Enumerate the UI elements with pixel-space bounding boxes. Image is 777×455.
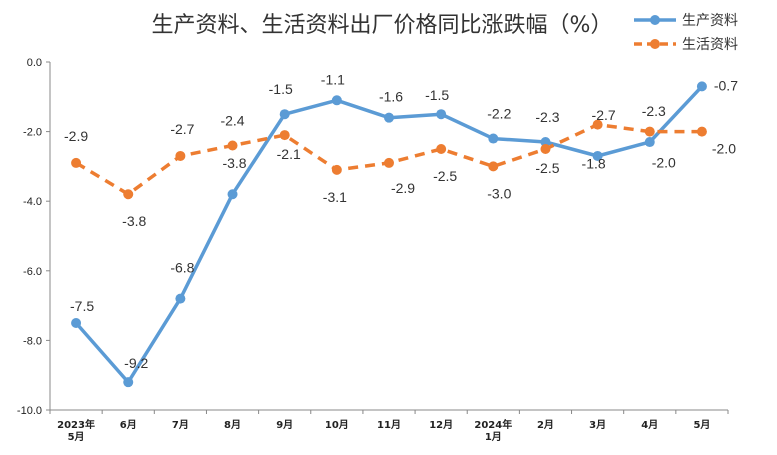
series-2-point — [123, 189, 134, 200]
x-tick-label: 5月 — [693, 419, 710, 431]
series-2-data-label: -2.1 — [277, 146, 301, 162]
y-tick-label: 0.0 — [27, 57, 42, 69]
x-tick-label: 2023年 5月 — [57, 418, 95, 443]
series-2-data-label: -2.5 — [535, 160, 559, 176]
series-1-data-label: -1.5 — [425, 87, 449, 103]
series-2-point — [696, 126, 707, 137]
series-1-data-label: -1.1 — [321, 71, 345, 87]
x-tick-label: 8月 — [224, 419, 241, 431]
x-tick-label: 10月 — [325, 419, 349, 431]
series-1-point — [331, 95, 342, 106]
series-1-data-label: -1.5 — [269, 81, 293, 97]
y-tick-label: -2.0 — [23, 127, 42, 139]
series-1-data-label: -7.5 — [70, 298, 94, 314]
y-tick-label: -4.0 — [23, 196, 42, 208]
series-1-point — [696, 81, 707, 92]
legend-marker-1 — [650, 15, 660, 25]
x-tick-label: 12月 — [429, 419, 453, 431]
series-2-point — [331, 164, 342, 175]
series-1-data-label: -2.2 — [487, 106, 511, 122]
series-1-point — [71, 318, 82, 328]
x-tick-label: 2024年 1月 — [474, 418, 512, 443]
series-2-point — [71, 157, 82, 168]
series-1-point — [436, 109, 447, 120]
series-1-data-label: -2.3 — [535, 109, 559, 125]
series-2-data-label: -2.0 — [712, 141, 736, 157]
series-1-point — [227, 189, 238, 200]
series-1-point — [123, 377, 134, 388]
legend-marker-2 — [650, 39, 660, 49]
series-2-data-label: -3.0 — [487, 185, 511, 201]
series-1-data-label: -2.7 — [592, 107, 616, 123]
series-2-point — [488, 161, 499, 172]
series-1-data-label: -2.3 — [642, 103, 666, 119]
series-1-point — [592, 150, 603, 161]
series-1-data-label: -0.7 — [714, 77, 738, 93]
series-1-point — [540, 137, 551, 148]
series-2-data-label: -2.4 — [220, 113, 244, 129]
series-2-point — [227, 140, 238, 151]
x-tick-label: 9月 — [276, 419, 293, 431]
data-label-layer: -7.5 -9.2 -6.8 -3.8 -1.5 -1.1 -1.6 -1.5 -2.2 -2.3… — [64, 71, 738, 371]
series-2-data-label: -2.0 — [652, 155, 676, 171]
x-tick-label: 3月 — [589, 419, 606, 431]
series-2-data-label: -2.5 — [433, 168, 457, 184]
series-1-point — [384, 112, 394, 123]
series-2-point — [540, 144, 551, 154]
y-tick-label: -6.0 — [23, 266, 42, 278]
series-2-point — [384, 157, 394, 168]
series-1-point — [175, 293, 186, 304]
series-1-data-label: -1.6 — [379, 89, 403, 105]
series-2-point — [175, 150, 186, 161]
y-tick-label: -8.0 — [23, 335, 42, 347]
series-layer — [71, 81, 707, 388]
series-2-data-label: -2.7 — [170, 121, 194, 137]
y-tick-label: -10.0 — [17, 405, 42, 417]
x-tick-label: 2月 — [537, 419, 554, 431]
series-1-point — [279, 109, 290, 120]
series-2-data-label: -1.8 — [582, 156, 606, 172]
series-2-data-label: -2.9 — [64, 128, 88, 144]
series-2-point — [592, 119, 603, 130]
series-1-data-label: -6.8 — [170, 260, 194, 276]
chart-title: 生产资料、生活资料出厂价格同比涨跌幅（%） — [152, 13, 613, 38]
x-tick-label: 4月 — [641, 419, 658, 431]
x-tick-label: 6月 — [120, 419, 137, 431]
series-1-data-label: -3.8 — [222, 155, 246, 171]
x-tick-label: 7月 — [172, 419, 189, 431]
series-2-point — [436, 144, 447, 154]
series-2-data-label: -2.9 — [391, 180, 415, 196]
series-1-point — [644, 137, 655, 148]
series-1-point — [488, 133, 499, 144]
series-2-point — [279, 130, 290, 141]
legend-label-2: 生活资料 — [682, 37, 738, 53]
x-tick-label: 11月 — [377, 419, 401, 431]
series-2-data-label: -3.1 — [323, 189, 347, 205]
series-1-data-label: -9.2 — [124, 355, 148, 371]
series-2-data-label: -3.8 — [122, 213, 146, 229]
axes: 0.0 -2.0 -4.0 -6.0 -8.0 -10.0 2023年 5月 6月 7月 8月 9月 1… — [17, 57, 729, 443]
legend-label-1: 生产资料 — [682, 13, 738, 29]
series-2-point — [644, 126, 655, 137]
